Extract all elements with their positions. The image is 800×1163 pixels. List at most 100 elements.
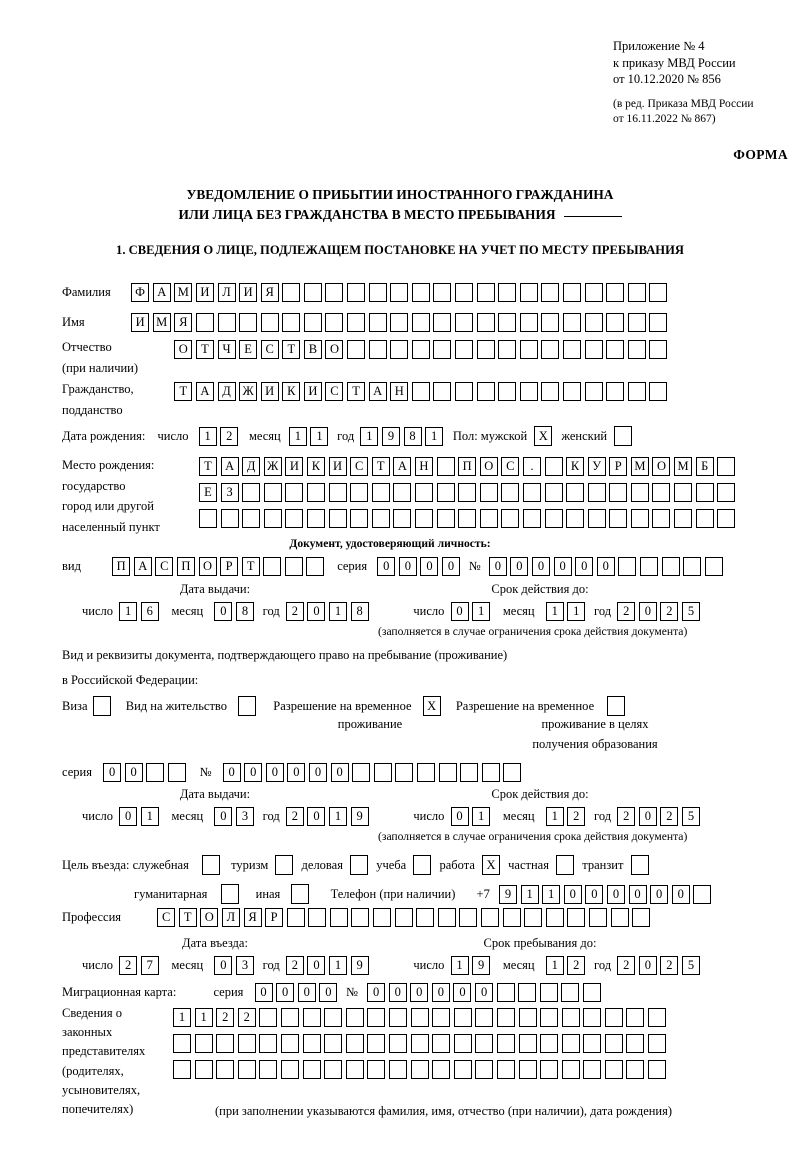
char-cell[interactable]: К — [282, 382, 301, 401]
char-cell[interactable]: 2 — [237, 1008, 256, 1027]
birth-place-input-3[interactable] — [199, 509, 739, 528]
char-cell[interactable]: О — [198, 557, 217, 576]
char-cell[interactable] — [519, 313, 538, 332]
char-cell[interactable] — [632, 908, 651, 927]
char-cell[interactable] — [325, 313, 344, 332]
purpose-other-checkbox[interactable] — [291, 884, 310, 904]
purpose-tourism-checkbox[interactable] — [275, 855, 294, 875]
char-cell[interactable]: Т — [195, 340, 214, 359]
legal-rep-input-3[interactable] — [173, 1060, 670, 1079]
char-cell[interactable]: 0 — [450, 807, 469, 826]
char-cell[interactable]: 0 — [265, 763, 284, 782]
char-cell[interactable] — [460, 763, 479, 782]
char-cell[interactable] — [584, 283, 603, 302]
char-cell[interactable] — [455, 382, 474, 401]
char-cell[interactable]: 8 — [403, 426, 422, 446]
char-cell[interactable] — [609, 483, 628, 502]
char-cell[interactable] — [639, 557, 658, 576]
char-cell[interactable]: И — [260, 382, 279, 401]
char-cell[interactable]: 1 — [545, 956, 564, 975]
char-cell[interactable] — [496, 1008, 515, 1027]
char-cell[interactable]: С — [155, 557, 174, 576]
char-cell[interactable] — [284, 557, 303, 576]
char-cell[interactable]: 1 — [173, 1008, 191, 1027]
char-cell[interactable] — [280, 1008, 299, 1027]
char-cell[interactable] — [649, 382, 668, 401]
char-cell[interactable] — [433, 382, 452, 401]
char-cell[interactable] — [437, 908, 456, 927]
char-cell[interactable]: С — [157, 908, 176, 927]
char-cell[interactable] — [476, 283, 495, 302]
char-cell[interactable]: О — [652, 457, 671, 476]
purpose-transit-checkbox[interactable] — [630, 855, 649, 875]
char-cell[interactable] — [393, 509, 412, 528]
char-cell[interactable] — [324, 1008, 343, 1027]
char-cell[interactable] — [587, 483, 606, 502]
char-cell[interactable] — [627, 313, 646, 332]
char-cell[interactable] — [432, 1008, 451, 1027]
char-cell[interactable] — [195, 313, 214, 332]
char-cell[interactable]: 0 — [398, 557, 417, 576]
char-cell[interactable] — [146, 763, 165, 782]
char-cell[interactable]: Т — [347, 382, 366, 401]
char-cell[interactable] — [433, 283, 452, 302]
char-cell[interactable] — [388, 1034, 407, 1053]
char-cell[interactable] — [563, 382, 581, 401]
char-cell[interactable]: 0 — [124, 763, 143, 782]
char-cell[interactable] — [373, 908, 392, 927]
char-cell[interactable] — [328, 483, 347, 502]
char-cell[interactable] — [476, 382, 495, 401]
char-cell[interactable] — [475, 1008, 494, 1027]
char-cell[interactable] — [545, 908, 564, 927]
char-cell[interactable] — [280, 1060, 299, 1079]
char-cell[interactable]: 9 — [472, 956, 491, 975]
char-cell[interactable]: Т — [371, 457, 390, 476]
char-cell[interactable] — [167, 763, 186, 782]
char-cell[interactable]: 0 — [420, 557, 439, 576]
char-cell[interactable]: О — [479, 457, 498, 476]
char-cell[interactable]: Ф — [131, 283, 150, 302]
char-cell[interactable]: 2 — [660, 807, 679, 826]
char-cell[interactable]: 0 — [330, 763, 349, 782]
char-cell[interactable] — [717, 483, 736, 502]
char-cell[interactable]: 0 — [596, 557, 615, 576]
char-cell[interactable] — [303, 283, 322, 302]
char-cell[interactable] — [367, 1060, 386, 1079]
char-cell[interactable]: 1 — [450, 956, 469, 975]
char-cell[interactable] — [539, 983, 558, 1002]
purpose-work-checkbox[interactable]: X — [482, 855, 501, 875]
char-cell[interactable]: 1 — [329, 602, 348, 621]
char-cell[interactable]: Л — [217, 283, 236, 302]
char-cell[interactable] — [217, 313, 236, 332]
char-cell[interactable]: Р — [265, 908, 284, 927]
char-cell[interactable] — [540, 1008, 559, 1027]
char-cell[interactable]: 0 — [377, 557, 396, 576]
char-cell[interactable] — [695, 509, 714, 528]
char-cell[interactable] — [216, 1060, 235, 1079]
sex-female-checkbox[interactable] — [614, 426, 633, 446]
char-cell[interactable]: Т — [178, 908, 197, 927]
char-cell[interactable]: 2 — [660, 956, 679, 975]
char-cell[interactable] — [518, 1008, 537, 1027]
char-cell[interactable]: С — [501, 457, 520, 476]
char-cell[interactable] — [455, 340, 474, 359]
char-cell[interactable] — [519, 340, 538, 359]
char-cell[interactable] — [242, 509, 261, 528]
char-cell[interactable] — [194, 1034, 213, 1053]
char-cell[interactable] — [566, 509, 585, 528]
char-cell[interactable]: 1 — [542, 884, 561, 904]
char-cell[interactable] — [302, 1008, 321, 1027]
char-cell[interactable] — [306, 509, 325, 528]
char-cell[interactable]: Д — [217, 382, 236, 401]
char-cell[interactable]: 1 — [472, 807, 491, 826]
char-cell[interactable] — [259, 1060, 278, 1079]
char-cell[interactable]: 0 — [367, 983, 386, 1002]
char-cell[interactable] — [347, 313, 366, 332]
char-cell[interactable]: 2 — [285, 956, 304, 975]
